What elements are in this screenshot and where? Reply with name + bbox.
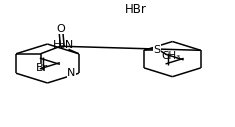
Text: S: S bbox=[154, 45, 161, 55]
Text: Br: Br bbox=[36, 63, 48, 73]
Text: N: N bbox=[67, 68, 76, 78]
Text: H₂N: H₂N bbox=[53, 41, 74, 50]
Text: HBr: HBr bbox=[125, 3, 147, 16]
Text: CH₃: CH₃ bbox=[161, 51, 180, 61]
Text: O: O bbox=[57, 24, 66, 34]
